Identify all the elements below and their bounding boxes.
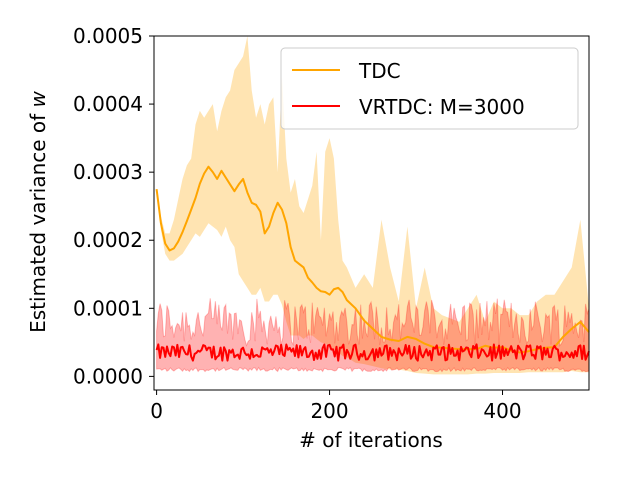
legend-label-tdc: TDC (358, 59, 401, 83)
y-tick-label: 0.0005 (73, 24, 143, 48)
x-tick-label: 200 (310, 399, 348, 423)
y-axis-label: Estimated variance of w (26, 90, 50, 333)
x-tick-label: 0 (150, 399, 163, 423)
y-tick-label: 0.0004 (73, 92, 143, 116)
y-tick-label: 0.0003 (73, 160, 143, 184)
y-tick-label: 0.0000 (73, 364, 143, 388)
legend-label-vrtdc: VRTDC: M=3000 (359, 95, 525, 119)
y-tick-label: 0.0002 (73, 228, 143, 252)
vrtdc-line (155, 343, 590, 362)
x-axis-label: # of iterations (299, 428, 443, 452)
tdc-band (156, 36, 589, 375)
legend: TDC VRTDC: M=3000 (280, 47, 579, 130)
y-tick-label: 0.0001 (73, 296, 143, 320)
plot-frame (153, 35, 590, 391)
x-tick-label: 400 (483, 399, 521, 423)
y-axis-label-main: Estimated variance of (26, 107, 50, 333)
tdc-line (155, 165, 590, 354)
y-axis-label-var: w (26, 90, 50, 107)
axes (153, 35, 590, 391)
ticks: 0 200 400 0.0000 0.0001 0.0002 0.0003 0.0004 0.0… (73, 24, 522, 423)
series-lines (155, 165, 590, 362)
legend-frame (280, 47, 579, 130)
